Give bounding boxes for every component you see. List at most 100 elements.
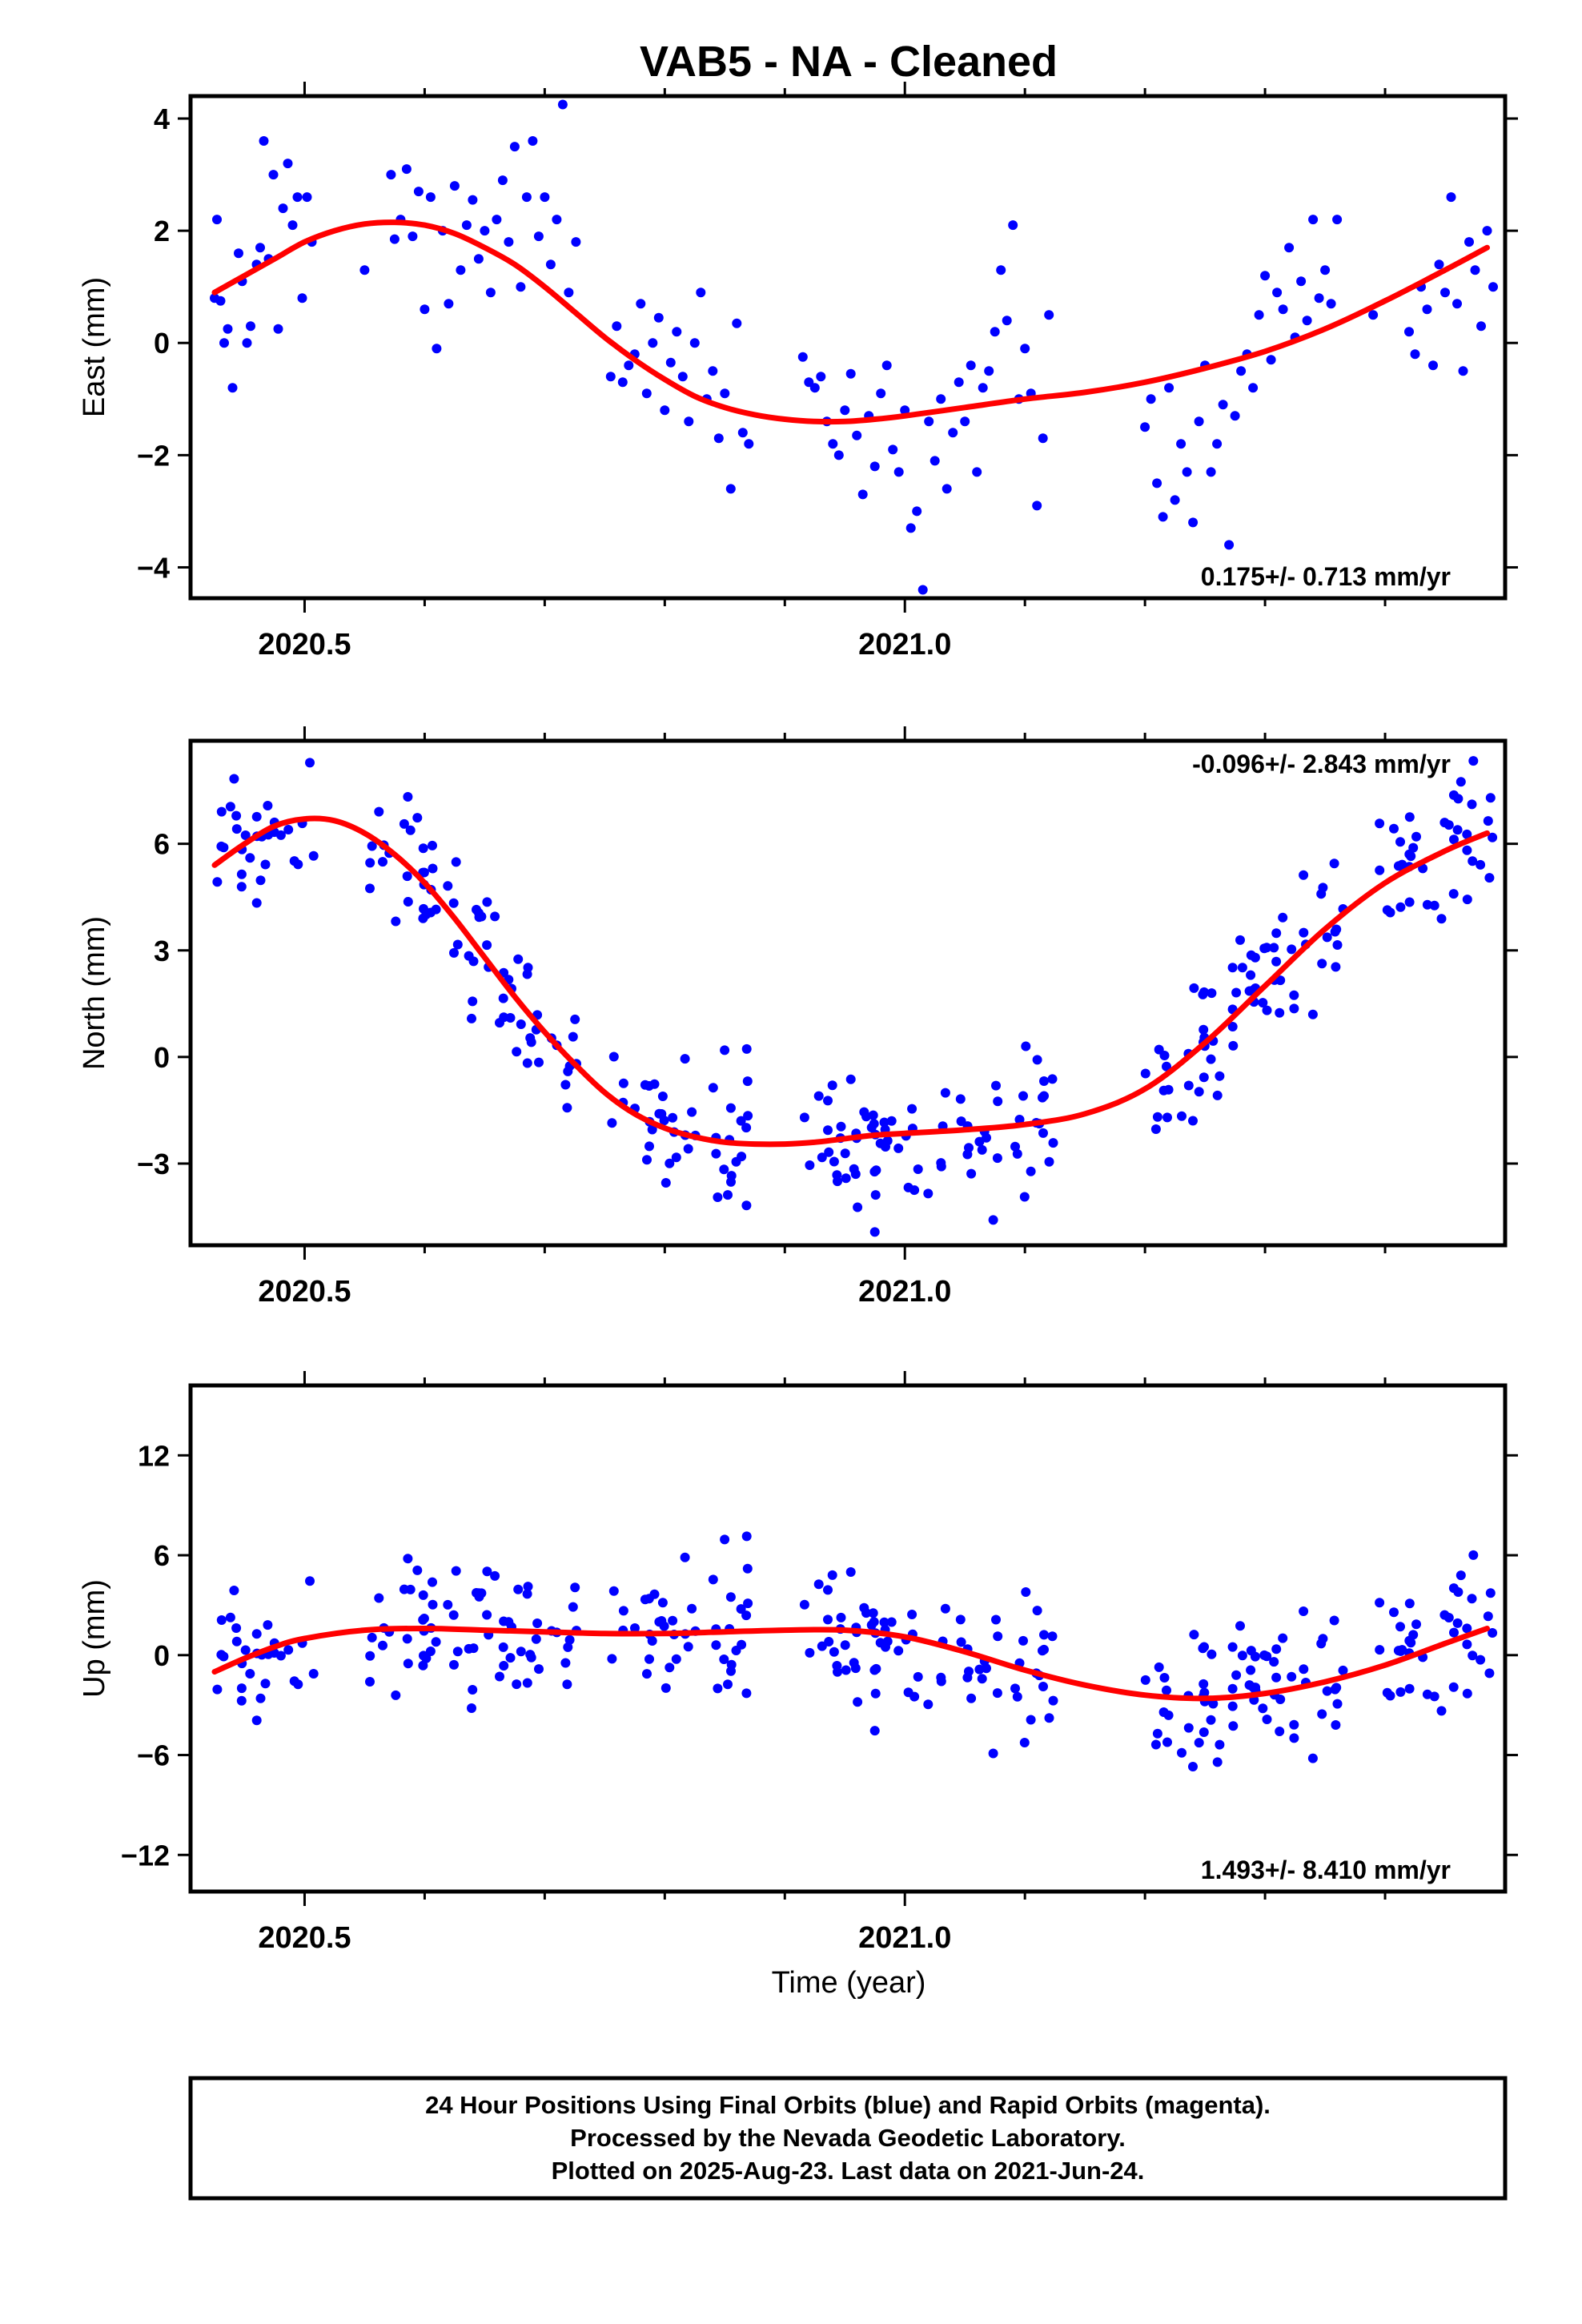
data-point [1038, 1128, 1048, 1138]
data-point [1462, 1623, 1472, 1634]
data-point [992, 1688, 1002, 1699]
data-point [451, 1566, 461, 1576]
data-point [974, 1664, 985, 1675]
data-point [805, 1160, 815, 1170]
data-point [1039, 1076, 1049, 1086]
data-point [988, 1748, 998, 1759]
data-point [425, 1647, 436, 1656]
data-point [1235, 1621, 1245, 1631]
data-point [1476, 321, 1486, 332]
data-point [273, 324, 283, 334]
data-point [954, 377, 964, 388]
data-point [255, 1693, 266, 1703]
data-point [545, 259, 556, 270]
data-point [560, 1658, 571, 1668]
data-point [1468, 1651, 1478, 1661]
footer-line-3: Plotted on 2025-Aug-23. Last data on 202… [552, 2157, 1145, 2185]
data-point [456, 265, 466, 275]
data-point [283, 159, 293, 169]
data-point [405, 1584, 416, 1594]
data-point [428, 1577, 437, 1587]
data-point [993, 1096, 1003, 1107]
data-point [671, 1152, 681, 1163]
data-point [229, 1586, 239, 1595]
data-point [1316, 889, 1327, 899]
data-point [386, 170, 396, 180]
data-point [1246, 970, 1256, 980]
data-point [408, 231, 418, 242]
data-point [868, 1608, 878, 1618]
data-point [1406, 1638, 1416, 1648]
data-point [618, 1606, 628, 1616]
data-point [836, 1121, 846, 1132]
data-point [260, 1679, 271, 1689]
data-point [799, 1112, 809, 1123]
data-point [1462, 845, 1472, 855]
data-point [1170, 495, 1180, 505]
y-tick-label: 2 [154, 215, 170, 247]
data-point [1199, 1642, 1209, 1652]
data-point [1010, 1683, 1020, 1694]
y-axis-label: East (mm) [78, 277, 111, 417]
data-point [905, 523, 916, 533]
data-point [1258, 998, 1268, 1008]
data-point [964, 1667, 974, 1677]
data-point [657, 1598, 668, 1608]
data-point [966, 1168, 977, 1179]
data-point [1404, 897, 1415, 907]
data-point [391, 916, 401, 927]
data-point [1404, 812, 1415, 822]
data-point [1158, 1085, 1169, 1096]
data-point [648, 338, 658, 348]
data-point [996, 265, 1006, 275]
data-point [431, 904, 441, 915]
data-point [562, 1103, 572, 1113]
data-point [449, 181, 460, 191]
data-point [817, 1641, 827, 1651]
data-point [813, 1091, 824, 1101]
data-point [278, 203, 288, 214]
data-point [525, 1650, 536, 1660]
data-point [869, 461, 880, 472]
data-point [1289, 990, 1299, 1000]
data-point [225, 1612, 235, 1622]
data-point [1038, 1682, 1048, 1691]
data-point [251, 811, 262, 822]
data-point [1032, 1606, 1042, 1616]
chart-title: VAB5 - NA - Cleaned [640, 38, 1058, 86]
data-point [736, 1604, 746, 1614]
data-point [805, 1647, 815, 1658]
data-point [1287, 1671, 1297, 1682]
data-point [1206, 1715, 1216, 1725]
panel-3: −12 −6 0 6 12 2020.5 2021.0 Up (mm) 1.493+/- 8.4… [78, 1371, 1518, 1955]
data-point [401, 164, 412, 175]
data-point [443, 1599, 453, 1610]
data-point [1039, 1091, 1049, 1101]
data-point [1284, 243, 1295, 253]
data-point [251, 1715, 262, 1726]
data-point [1467, 1594, 1477, 1604]
data-point [612, 321, 622, 332]
data-point [1266, 355, 1276, 365]
data-point [853, 1697, 863, 1707]
data-point [1008, 220, 1018, 231]
data-point [1488, 832, 1498, 842]
data-point [523, 1582, 533, 1592]
data-point [742, 1076, 753, 1087]
data-points [210, 99, 1498, 595]
data-point [1404, 1598, 1415, 1609]
data-point [413, 187, 424, 197]
data-point [1026, 1715, 1036, 1725]
data-point [242, 338, 252, 348]
data-point [1194, 1738, 1204, 1748]
y-tick-label: −6 [137, 1739, 170, 1772]
data-point [917, 585, 928, 595]
data-point [399, 818, 409, 829]
data-point [1331, 962, 1341, 972]
data-point [236, 869, 247, 879]
data-point [568, 1602, 578, 1612]
data-point [1488, 282, 1498, 292]
data-point [893, 467, 904, 477]
data-point [1207, 988, 1217, 999]
